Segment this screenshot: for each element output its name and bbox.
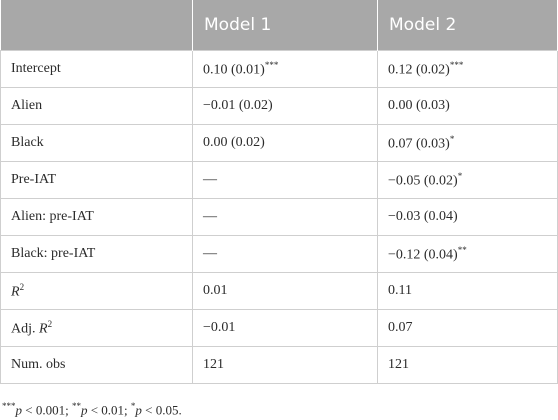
table-cell: 0.00 (0.02) — [192, 124, 378, 162]
text-segment: p — [80, 402, 88, 418]
table-cell: 121 — [377, 346, 558, 384]
table-row: Adj. R2 −0.01 0.07 — [0, 309, 558, 347]
text-segment: — — [203, 246, 217, 261]
table-row: Alien: pre-IAT — −0.03 (0.04) — [0, 198, 558, 236]
row-label: Num. obs — [0, 346, 193, 384]
table-cell: −0.05 (0.02)* — [377, 161, 558, 199]
text-segment: 0.07 — [388, 320, 413, 335]
text-segment: * — [130, 401, 136, 411]
text-segment: 0.07 (0.03) — [388, 136, 450, 152]
header-row: Model 1 Model 2 — [0, 0, 558, 51]
text-segment: Black: pre-IAT — [11, 246, 96, 261]
text-segment: 0.11 — [388, 283, 412, 298]
table-row: Black: pre-IAT — −0.12 (0.04)** — [0, 235, 558, 273]
table-cell: 0.00 (0.03) — [377, 87, 558, 125]
text-segment: p — [15, 402, 23, 418]
text-segment: Alien — [11, 98, 43, 113]
table-row: Intercept 0.10 (0.01)*** 0.12 (0.02)*** — [0, 50, 558, 88]
text-segment: *** — [2, 401, 16, 411]
table-body: Intercept 0.10 (0.01)*** 0.12 (0.02)*** Ali… — [0, 50, 558, 384]
text-segment: — — [203, 209, 217, 224]
text-segment: −0.01 — [203, 320, 236, 335]
text-segment: * — [449, 133, 455, 144]
row-label: Alien — [0, 87, 193, 125]
text-segment: ** — [71, 401, 81, 411]
text-segment: 0.00 (0.02) — [203, 135, 265, 150]
row-label: Pre-IAT — [0, 161, 193, 199]
table-row: Pre-IAT — −0.05 (0.02)* — [0, 161, 558, 199]
text-segment: −0.12 (0.04) — [388, 247, 458, 263]
text-segment: p — [135, 402, 142, 418]
table-cell: 0.11 — [377, 272, 558, 310]
table-header: Model 1 Model 2 — [0, 0, 558, 51]
text-segment: * — [457, 170, 463, 181]
table-cell: −0.12 (0.04)** — [377, 235, 558, 273]
table-cell: −0.01 (0.02) — [192, 87, 378, 125]
column-header: Model 2 — [377, 0, 558, 51]
table-row: Black 0.00 (0.02) 0.07 (0.03)* — [0, 124, 558, 162]
text-segment: 121 — [203, 357, 224, 372]
text-segment: Alien: pre-IAT — [11, 209, 94, 224]
text-segment: 0.00 (0.03) — [388, 98, 450, 113]
text-segment: Black — [11, 135, 44, 150]
column-header: Model 1 — [192, 0, 378, 51]
table-cell: 121 — [192, 346, 378, 384]
text-segment: −0.05 (0.02) — [388, 173, 458, 189]
text-segment: R — [11, 284, 20, 300]
text-segment: — — [203, 172, 217, 187]
text-segment: < 0.01; — [87, 402, 131, 418]
results-table: Model 1 Model 2 Intercept 0.10 (0.01)*** 0.… — [0, 0, 558, 384]
row-label: Black — [0, 124, 193, 162]
table-cell: 0.01 — [192, 272, 378, 310]
row-label: Alien: pre-IAT — [0, 198, 193, 236]
table-row: Alien −0.01 (0.02) 0.00 (0.03) — [0, 87, 558, 125]
table-cell: −0.01 — [192, 309, 378, 347]
row-label: Adj. R2 — [0, 309, 193, 347]
text-segment: ** — [457, 244, 467, 255]
column-header — [0, 0, 193, 51]
table-cell: 0.12 (0.02)*** — [377, 50, 558, 88]
text-segment: −0.01 (0.02) — [203, 98, 273, 113]
text-segment: 0.10 (0.01) — [203, 62, 265, 78]
table-cell: — — [192, 235, 378, 273]
row-label: R2 — [0, 272, 193, 310]
text-segment: *** — [449, 59, 464, 70]
table-cell: 0.07 (0.03)* — [377, 124, 558, 162]
text-segment: *** — [264, 59, 279, 70]
text-segment: R — [39, 321, 48, 337]
table-cell: 0.07 — [377, 309, 558, 347]
footnote: ***p < 0.001; **p < 0.01; *p < 0.05. — [2, 401, 182, 418]
text-segment: 0.12 (0.02) — [388, 62, 450, 78]
text-segment: 2 — [47, 318, 53, 329]
table-cell: −0.03 (0.04) — [377, 198, 558, 236]
table-row: R2 0.01 0.11 — [0, 272, 558, 310]
row-label: Intercept — [0, 50, 193, 88]
text-segment: Num. obs — [11, 357, 66, 372]
text-segment: −0.03 (0.04) — [388, 209, 458, 224]
text-segment: 121 — [388, 357, 409, 372]
text-segment: Adj. — [11, 321, 39, 337]
text-segment: < 0.05. — [141, 402, 182, 418]
text-segment: Intercept — [11, 61, 61, 76]
text-segment: < 0.001; — [22, 402, 72, 418]
row-label: Black: pre-IAT — [0, 235, 193, 273]
table-row: Num. obs 121 121 — [0, 346, 558, 384]
table-cell: 0.10 (0.01)*** — [192, 50, 378, 88]
text-segment: 0.01 — [203, 283, 228, 298]
table-cell: — — [192, 161, 378, 199]
table-cell: — — [192, 198, 378, 236]
text-segment: Pre-IAT — [11, 172, 57, 187]
text-segment: 2 — [19, 281, 25, 292]
